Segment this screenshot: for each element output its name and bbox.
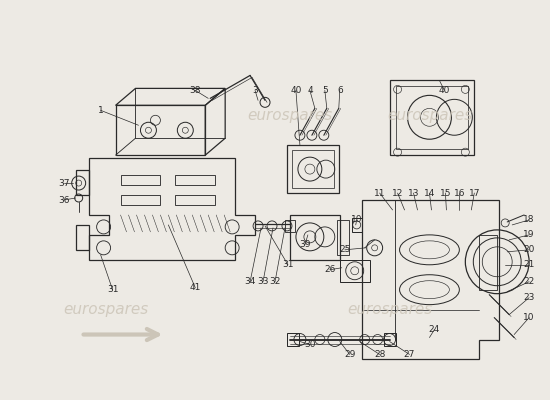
Text: 6: 6: [337, 86, 343, 95]
Bar: [292, 150, 334, 188]
Bar: [120, 195, 161, 205]
Bar: [175, 175, 215, 185]
Text: 30: 30: [304, 340, 316, 349]
Text: 10: 10: [524, 313, 535, 322]
Bar: [479, 235, 497, 290]
Bar: [175, 195, 215, 205]
Text: 37: 37: [58, 178, 69, 188]
Text: 18: 18: [524, 216, 535, 224]
Text: 1: 1: [98, 106, 103, 115]
Text: 40: 40: [290, 86, 301, 95]
Text: 21: 21: [524, 260, 535, 269]
Text: eurospares: eurospares: [347, 302, 432, 317]
Bar: [287, 332, 299, 346]
Text: 36: 36: [58, 196, 69, 204]
Text: 23: 23: [524, 293, 535, 302]
Bar: [395, 86, 469, 149]
Bar: [352, 218, 362, 232]
Text: 29: 29: [344, 350, 355, 359]
Text: 17: 17: [469, 188, 480, 198]
Text: 5: 5: [322, 86, 328, 95]
Text: 41: 41: [190, 283, 201, 292]
Bar: [287, 145, 339, 193]
Text: 14: 14: [424, 188, 435, 198]
Text: 32: 32: [270, 277, 280, 286]
Text: 19: 19: [524, 230, 535, 239]
Text: 16: 16: [454, 188, 465, 198]
Text: 34: 34: [244, 277, 256, 286]
Text: 27: 27: [404, 350, 415, 359]
Text: 39: 39: [299, 240, 311, 249]
Text: 11: 11: [374, 188, 386, 198]
Text: 26: 26: [324, 265, 336, 274]
Bar: [389, 80, 474, 155]
Text: 24: 24: [429, 325, 440, 334]
Text: 38: 38: [190, 86, 201, 95]
Text: 10: 10: [351, 216, 362, 224]
Text: 22: 22: [524, 277, 535, 286]
Text: eurospares: eurospares: [387, 108, 472, 123]
Text: 12: 12: [392, 188, 403, 198]
Text: 20: 20: [524, 245, 535, 254]
Text: 31: 31: [282, 260, 294, 269]
Text: 31: 31: [107, 285, 118, 294]
Text: 15: 15: [439, 188, 451, 198]
Text: 13: 13: [408, 188, 419, 198]
Text: 33: 33: [257, 277, 269, 286]
Text: eurospares: eurospares: [248, 108, 333, 123]
Text: 4: 4: [307, 86, 313, 95]
Text: 40: 40: [439, 86, 450, 95]
Bar: [337, 220, 349, 255]
Bar: [340, 260, 370, 282]
Bar: [285, 220, 295, 232]
Text: 25: 25: [339, 245, 350, 254]
Text: eurospares: eurospares: [63, 302, 148, 317]
Bar: [120, 175, 161, 185]
Text: 28: 28: [374, 350, 386, 359]
Text: 3: 3: [252, 86, 258, 95]
Bar: [383, 332, 395, 346]
Bar: [290, 215, 340, 260]
